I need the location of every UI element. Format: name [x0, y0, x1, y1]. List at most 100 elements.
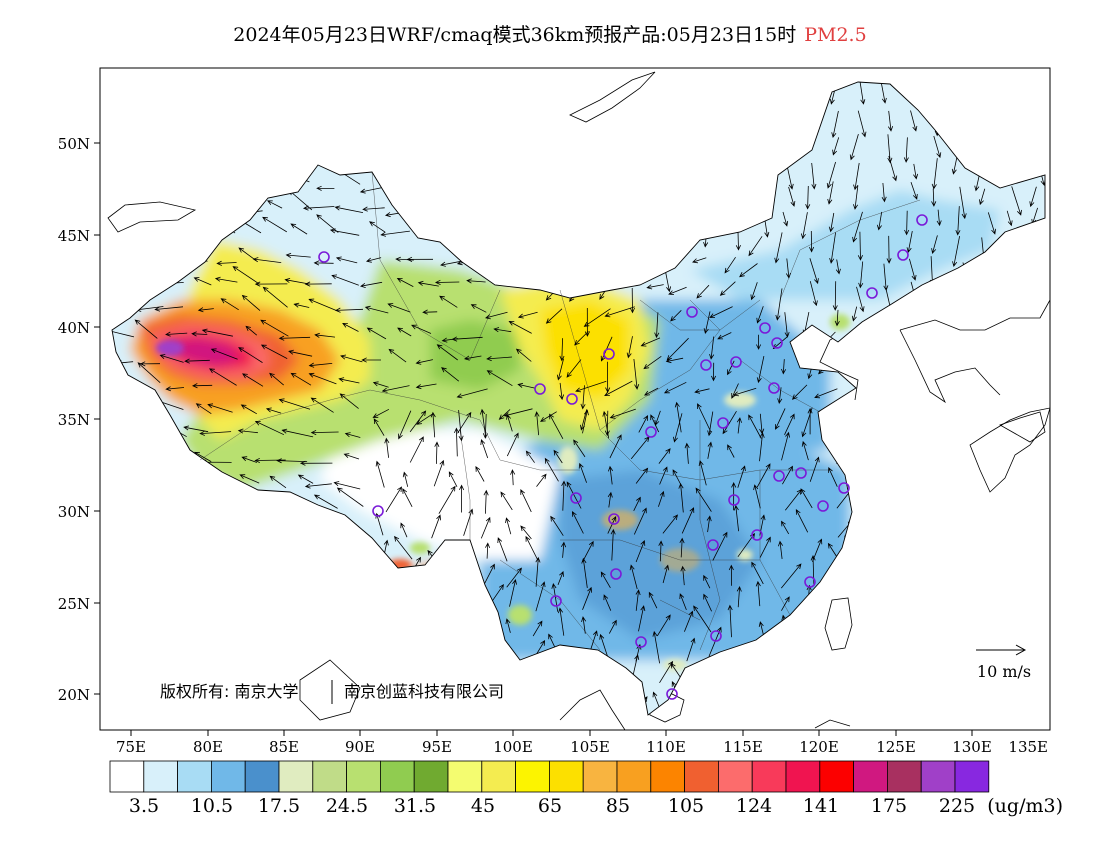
- wind-arrow: [735, 667, 747, 689]
- wind-arrow: [600, 571, 611, 589]
- wind-arrow: [643, 387, 659, 396]
- wind-arrow: [903, 695, 911, 710]
- wind-arrow: [574, 331, 589, 346]
- wind-arrow: [722, 410, 737, 435]
- colorbar-swatch: [549, 760, 584, 793]
- wind-arrow: [457, 411, 472, 434]
- wind-arrow: [520, 110, 539, 116]
- wind-arrow: [88, 656, 111, 660]
- wind-arrow: [378, 618, 389, 638]
- wind-arrow: [881, 182, 887, 203]
- wind-arrow: [979, 406, 985, 432]
- wind-arrow: [927, 572, 935, 588]
- wind-arrow: [814, 388, 838, 399]
- city-marker: [645, 426, 657, 438]
- wind-arrow: [795, 508, 809, 533]
- wind-arrow: [422, 309, 438, 315]
- wind-arrow: [226, 710, 260, 715]
- wind-arrow: [835, 259, 841, 275]
- wind-arrow: [434, 441, 440, 464]
- wind-arrow: [984, 332, 1010, 344]
- wind-arrow: [175, 478, 207, 486]
- wind-arrow: [906, 554, 912, 584]
- wind-arrow: [257, 603, 287, 612]
- wind-arrow: [656, 614, 671, 637]
- wind-arrow: [410, 615, 421, 639]
- wind-arrow: [288, 349, 313, 357]
- wind-arrow: [648, 134, 658, 152]
- wind-arrow: [657, 88, 664, 110]
- wind-arrow: [993, 356, 1011, 369]
- wind-arrow: [454, 427, 460, 457]
- wind-arrow: [633, 496, 641, 511]
- wind-arrow: [581, 557, 588, 588]
- wind-arrow: [531, 656, 537, 683]
- wind-arrow: [485, 311, 508, 320]
- wind-arrow: [496, 200, 509, 211]
- wind-arrow: [761, 683, 770, 709]
- wind-arrow: [375, 460, 385, 488]
- wind-arrow: [618, 261, 632, 274]
- colorbar-swatch: [582, 760, 618, 793]
- wind-arrow: [195, 177, 210, 184]
- lon-tick-label: 135E: [1008, 738, 1048, 756]
- city-marker: [550, 595, 562, 607]
- wind-arrow: [123, 548, 139, 563]
- wind-arrow: [208, 61, 232, 81]
- wind-arrow: [254, 281, 288, 287]
- city-marker: [372, 505, 384, 517]
- wind-arrow: [193, 277, 212, 286]
- wind-arrow: [877, 310, 885, 341]
- wind-arrow: [190, 591, 214, 609]
- wind-arrow: [142, 245, 162, 261]
- wind-arrow: [582, 586, 592, 610]
- wind-arrow: [921, 461, 935, 487]
- wind-arrow: [1037, 642, 1045, 664]
- wind-arrow: [312, 92, 336, 110]
- city-marker: [707, 539, 719, 551]
- wind-arrow: [853, 162, 860, 191]
- wind-arrow: [254, 421, 285, 436]
- wind-arrow: [829, 232, 836, 264]
- wind-arrow: [517, 311, 538, 319]
- city-marker: [866, 287, 878, 299]
- wind-arrow: [112, 580, 135, 586]
- wind-arrow: [828, 467, 838, 487]
- wind-arrow: [566, 87, 589, 103]
- wind-arrow: [960, 406, 966, 433]
- wind-arrow: [86, 178, 111, 182]
- wind-arrow: [500, 491, 513, 511]
- wind-arrow: [415, 383, 437, 390]
- wind-arrow: [517, 382, 535, 389]
- wind-arrow: [751, 561, 764, 585]
- wind-arrow: [932, 641, 938, 659]
- wind-arrow: [782, 211, 789, 227]
- colorbar-label: 65: [538, 795, 562, 817]
- wind-arrow: [324, 99, 357, 110]
- wind-arrow: [679, 593, 687, 611]
- wind-arrow: [372, 408, 390, 418]
- wind-arrow: [333, 481, 361, 490]
- wind-arrow: [928, 409, 961, 420]
- wind-arrow: [518, 151, 532, 163]
- wind-arrow: [535, 103, 560, 109]
- colorbar-label: 105: [668, 795, 704, 817]
- colorbar-swatch: [954, 760, 990, 793]
- wind-arrow: [1006, 210, 1013, 227]
- wind-arrow: [340, 571, 359, 588]
- wind-arrow: [813, 620, 820, 635]
- wind-arrow: [488, 151, 513, 163]
- colorbar-label: 24.5: [326, 795, 368, 817]
- colorbar-swatch: [244, 760, 280, 793]
- wind-arrow: [280, 575, 307, 588]
- colorbar-swatch: [718, 760, 753, 793]
- wind-arrow: [750, 282, 758, 301]
- wind-arrow: [463, 508, 474, 536]
- colorbar-unit: (ug/m3): [987, 795, 1063, 817]
- wind-arrow: [95, 374, 110, 383]
- wind-arrow: [600, 157, 608, 181]
- wind-arrow: [143, 636, 164, 642]
- wind-arrow: [313, 494, 338, 509]
- wind-arrow: [575, 213, 583, 245]
- wind-arrow: [809, 456, 820, 482]
